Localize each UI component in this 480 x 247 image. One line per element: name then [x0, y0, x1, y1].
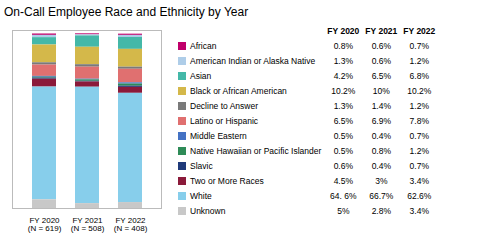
html-text:0.7%: 0.7%	[409, 41, 429, 51]
html-text:7.8%: 7.8%	[409, 116, 429, 126]
html-text:6.5%: 6.5%	[333, 116, 353, 126]
svg-text:FY 2020(N = 619): FY 2020(N = 619)	[28, 216, 62, 233]
html-text:0.5%: 0.5%	[333, 131, 353, 141]
html-text:10%: 10%	[372, 86, 390, 96]
html-text:0.7%: 0.7%	[409, 161, 429, 171]
html-text:Decline to Answer: Decline to Answer	[190, 101, 258, 111]
html-text:Asian: Asian	[190, 71, 212, 81]
html-text:1.3%: 1.3%	[333, 101, 353, 111]
html-text:4.2%: 4.2%	[333, 71, 353, 81]
html-text:3.4%: 3.4%	[409, 206, 429, 216]
html-text:62.6%: 62.6%	[407, 191, 432, 201]
html-text:American Indian or Alaska Nati: American Indian or Alaska Native	[190, 56, 316, 66]
html-text:0.4%: 0.4%	[371, 161, 391, 171]
html-text:Unknown: Unknown	[190, 206, 226, 216]
html-text:10.2%: 10.2%	[331, 86, 356, 96]
html-text:2.8%: 2.8%	[371, 206, 391, 216]
html-text:3.4%: 3.4%	[409, 176, 429, 186]
html-text:0.8%: 0.8%	[371, 146, 391, 156]
svg-text:FY 2022(N = 408): FY 2022(N = 408)	[114, 216, 148, 233]
html-text:0.7%: 0.7%	[409, 131, 429, 141]
html-text:0.6%: 0.6%	[371, 41, 391, 51]
html-text:Slavic: Slavic	[190, 161, 213, 171]
html-text:6.8%: 6.8%	[409, 71, 429, 81]
html-text:On-Call Employee Race and Ethn: On-Call Employee Race and Ethnicity by Y…	[4, 5, 249, 19]
html-text:1.4%: 1.4%	[371, 101, 391, 111]
html-text:Black or African American: Black or African American	[190, 86, 287, 96]
html-text:1.2%: 1.2%	[409, 56, 429, 66]
html-text:FY 2021: FY 2021	[365, 26, 398, 36]
html-text:FY 2022: FY 2022	[403, 26, 436, 36]
html-text:0.5%: 0.5%	[333, 146, 353, 156]
html-text:African: African	[190, 41, 217, 51]
html-text:10.2%: 10.2%	[407, 86, 432, 96]
html-text:0.4%: 0.4%	[371, 131, 391, 141]
html-text:White: White	[190, 191, 212, 201]
html-text:3%: 3%	[375, 176, 388, 186]
svg-text:FY 2021(N = 508): FY 2021(N = 508)	[71, 216, 105, 233]
html-text:6.5%: 6.5%	[371, 71, 391, 81]
html-text:64. 6%: 64. 6%	[330, 191, 357, 201]
html-text:Latino or Hispanic: Latino or Hispanic	[190, 116, 258, 126]
html-text:Two or More Races: Two or More Races	[190, 176, 264, 186]
html-text:0.6%: 0.6%	[333, 161, 353, 171]
html-text:1.2%: 1.2%	[409, 101, 429, 111]
html-text:66.7%: 66.7%	[369, 191, 394, 201]
html-text:FY 2020: FY 2020	[327, 26, 360, 36]
html-text:1.2%: 1.2%	[409, 146, 429, 156]
html-text:Middle Eastern: Middle Eastern	[190, 131, 247, 141]
html-text:6.9%: 6.9%	[371, 116, 391, 126]
html-text:4.5%: 4.5%	[333, 176, 353, 186]
html-text:0.6%: 0.6%	[371, 56, 391, 66]
html-text:1.3%: 1.3%	[333, 56, 353, 66]
html-text:Native Hawaiian or Pacific Isl: Native Hawaiian or Pacific Islander	[190, 146, 322, 156]
html-text:5%: 5%	[337, 206, 350, 216]
html-text:0.8%: 0.8%	[333, 41, 353, 51]
